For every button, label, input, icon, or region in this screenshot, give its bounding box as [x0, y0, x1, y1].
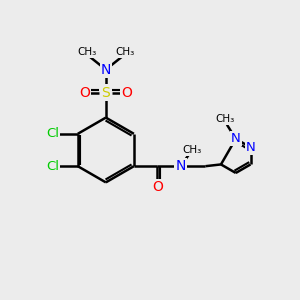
Text: O: O	[79, 85, 90, 100]
Text: CH₃: CH₃	[216, 114, 235, 124]
Text: S: S	[101, 85, 110, 100]
Text: N: N	[175, 159, 186, 173]
Text: CH₃: CH₃	[182, 145, 201, 155]
Text: O: O	[152, 180, 163, 194]
Text: N: N	[100, 63, 111, 76]
Text: N: N	[231, 132, 241, 145]
Text: Cl: Cl	[46, 127, 59, 140]
Text: O: O	[122, 85, 133, 100]
Text: CH₃: CH₃	[115, 47, 135, 57]
Text: N: N	[246, 141, 255, 154]
Text: CH₃: CH₃	[77, 47, 96, 57]
Text: Cl: Cl	[46, 160, 59, 173]
